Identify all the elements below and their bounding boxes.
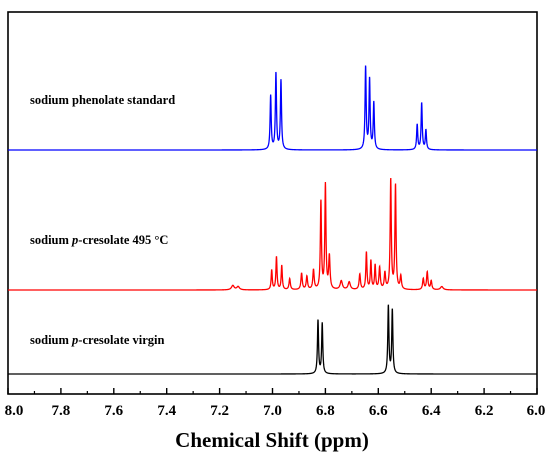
series-line-cresolate-virgin	[8, 304, 537, 375]
x-tick-label: 6.0	[527, 403, 546, 419]
x-tick-label: 8.0	[5, 403, 24, 419]
x-tick-label: 6.8	[316, 403, 335, 419]
series-label-part: p	[71, 233, 78, 247]
x-tick-label: 7.4	[157, 403, 176, 419]
series-label-part: sodium phenolate standard	[30, 93, 175, 107]
series-line-cresolate-495	[8, 177, 537, 291]
series-label-cresolate-495: sodium p-cresolate 495 °C	[30, 233, 168, 247]
spectra-layer	[8, 65, 537, 375]
x-tick-label: 7.8	[52, 403, 71, 419]
series-label-part: -cresolate 495 °C	[78, 233, 168, 247]
x-axis-title: Chemical Shift (ppm)	[175, 428, 369, 452]
x-tick-label: 7.6	[104, 403, 123, 419]
series-line-phenolate-standard	[8, 65, 537, 151]
x-tick-label: 7.0	[263, 403, 282, 419]
series-label-part: sodium	[30, 333, 72, 347]
series-label-phenolate-standard: sodium phenolate standard	[30, 93, 175, 107]
x-axis-ticks: 8.0 7.8 7.6 7.4 7.2 7.0 6.8 6.6 6.4 6.2 6.0	[5, 388, 546, 419]
x-tick-label: 6.6	[369, 403, 388, 419]
x-tick-label: 7.2	[210, 403, 229, 419]
x-tick-label: 6.2	[475, 403, 494, 419]
x-tick-label: 6.4	[422, 403, 441, 419]
series-label-cresolate-virgin: sodium p-cresolate virgin	[30, 333, 165, 347]
series-label-part: -cresolate virgin	[78, 333, 164, 347]
series-label-part: p	[71, 333, 78, 347]
series-label-part: sodium	[30, 233, 72, 247]
